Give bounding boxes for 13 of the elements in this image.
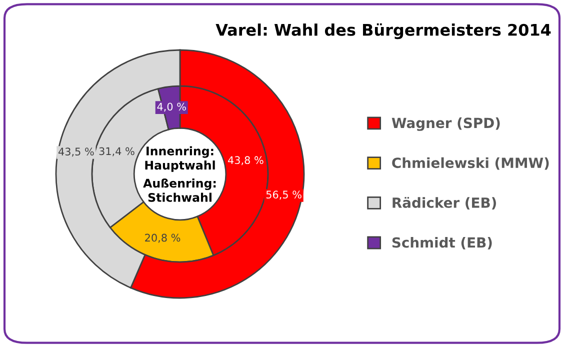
data-label: 4,0 % [157, 102, 186, 112]
data-label: 43,8 % [228, 156, 264, 166]
legend-label: Chmielewski (MMW) [392, 157, 549, 170]
data-label: 31,4 % [99, 147, 134, 156]
legend-label: Schmidt (EB) [392, 236, 492, 250]
legend-label: Wagner (SPD) [392, 117, 500, 131]
data-label: 20,8 % [145, 234, 180, 243]
text: Außenring: Stichwahl [143, 178, 216, 202]
data-label: 43,5 % [58, 148, 94, 157]
text: Innenring: Hauptwahl [145, 146, 215, 172]
data-label: 56,5 % [266, 190, 302, 200]
chart-title: Varel: Wahl des Bürgermeisters 2014 [216, 23, 551, 40]
legend-label: Rädicker (EB) [392, 196, 496, 210]
